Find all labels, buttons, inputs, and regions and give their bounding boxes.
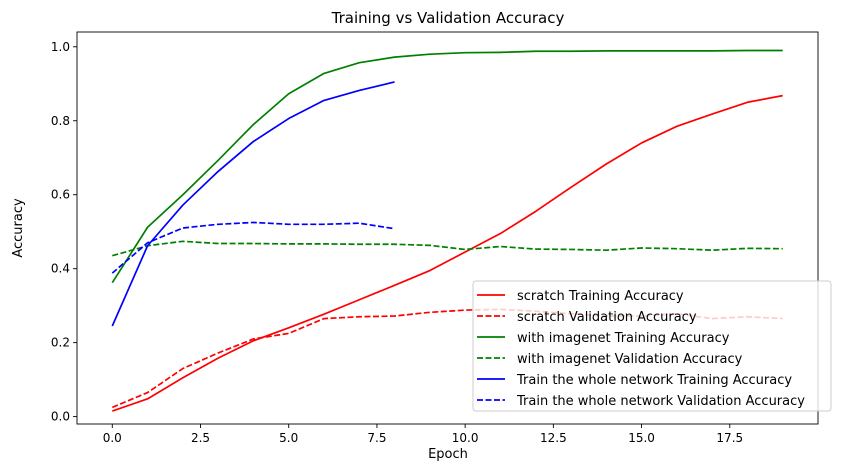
legend: scratch Training Accuracy scratch Validat… bbox=[472, 280, 832, 412]
legend-label-6: Train the whole network Validation Accur… bbox=[516, 394, 805, 409]
x-axis-label: Epoch bbox=[428, 447, 468, 462]
series-line-4 bbox=[112, 240, 783, 257]
legend-label-2: scratch Validation Accuracy bbox=[517, 310, 697, 325]
y-axis: 0.0 0.2 0.4 0.6 0.8 1.0 bbox=[51, 40, 77, 424]
y-tick-label: 1.0 bbox=[51, 40, 70, 54]
y-tick-label: 0.0 bbox=[51, 410, 70, 424]
legend-label-4: with imagenet Validation Accuracy bbox=[517, 352, 743, 367]
legend-label-1: scratch Training Accuracy bbox=[517, 289, 684, 304]
x-tick-label: 15.0 bbox=[628, 431, 655, 445]
x-tick-label: 0.0 bbox=[103, 431, 122, 445]
legend-label-3: with imagenet Training Accuracy bbox=[517, 331, 730, 346]
y-tick-label: 0.2 bbox=[51, 336, 70, 350]
y-tick-label: 0.6 bbox=[51, 188, 70, 202]
series-line-1 bbox=[112, 94, 783, 412]
axes-frame bbox=[76, 31, 819, 425]
y-tick-label: 0.8 bbox=[51, 114, 70, 128]
x-tick-label: 2.5 bbox=[191, 431, 210, 445]
x-axis: 0.0 2.5 5.0 7.5 10.0 12.5 15.0 17.5 bbox=[103, 424, 743, 445]
legend-label-5: Train the whole network Training Accurac… bbox=[516, 373, 792, 388]
x-tick-label: 17.5 bbox=[716, 431, 743, 445]
series-line-5 bbox=[111, 81, 395, 327]
x-tick-label: 7.5 bbox=[367, 431, 386, 445]
y-tick-label: 0.4 bbox=[51, 262, 70, 276]
series-line-6 bbox=[111, 221, 395, 274]
chart-title: Training vs Validation Accuracy bbox=[331, 9, 565, 27]
x-tick-label: 5.0 bbox=[279, 431, 298, 445]
legend-box bbox=[472, 280, 832, 412]
series-line-3 bbox=[111, 49, 783, 284]
x-tick-label: 10.0 bbox=[452, 431, 479, 445]
x-tick-label: 12.5 bbox=[540, 431, 567, 445]
y-axis-label: Accuracy bbox=[11, 198, 26, 258]
